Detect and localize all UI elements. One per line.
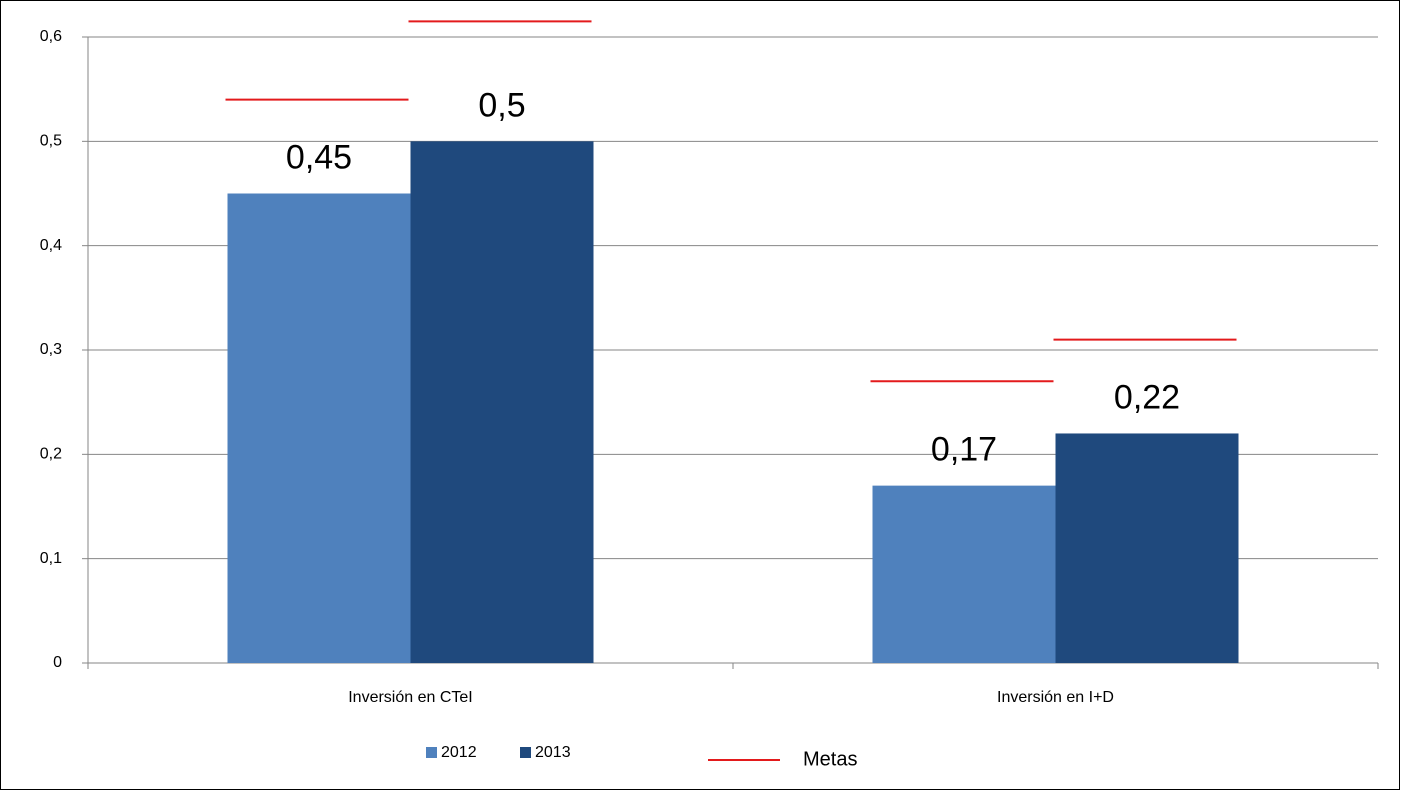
value-label: 0,22 <box>1114 378 1180 416</box>
value-label: 0,17 <box>931 431 997 469</box>
y-tick-label: 0,5 <box>40 133 62 150</box>
legend-swatch <box>426 747 437 758</box>
legend-label: Metas <box>803 748 857 770</box>
y-tick-label: 0,1 <box>40 550 62 567</box>
legend-label: 2012 <box>441 744 477 761</box>
y-tick-label: 0,4 <box>40 237 62 254</box>
y-tick-label: 0 <box>53 654 62 671</box>
value-label: 0,5 <box>478 86 525 124</box>
bar <box>872 485 1056 663</box>
legend-label: 2013 <box>535 744 571 761</box>
value-label: 0,45 <box>286 138 352 176</box>
y-tick-label: 0,3 <box>40 341 62 358</box>
y-tick-label: 0,2 <box>40 446 62 463</box>
bar <box>1055 433 1239 663</box>
bar <box>410 141 594 664</box>
legend-swatch <box>520 747 531 758</box>
bar <box>227 193 411 663</box>
y-tick-label: 0,6 <box>40 28 62 45</box>
x-tick-label: Inversión en CTeI <box>348 689 473 706</box>
x-tick-label: Inversión en I+D <box>997 689 1114 706</box>
